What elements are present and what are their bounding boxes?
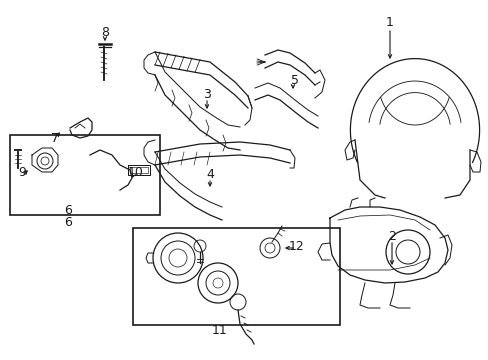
- Text: 1: 1: [385, 15, 393, 28]
- Text: 3: 3: [203, 89, 210, 102]
- Text: 7: 7: [51, 131, 59, 144]
- Text: 12: 12: [288, 240, 304, 253]
- Text: 8: 8: [101, 26, 109, 39]
- Text: 5: 5: [290, 73, 298, 86]
- Text: 2: 2: [387, 230, 395, 243]
- Text: 9: 9: [18, 166, 26, 180]
- Text: 6: 6: [64, 203, 72, 216]
- Bar: [10, 135, 160, 215]
- Text: 6: 6: [64, 216, 72, 229]
- Bar: [133, 228, 339, 325]
- Text: 4: 4: [205, 168, 214, 181]
- Text: 10: 10: [128, 166, 143, 180]
- Text: 11: 11: [212, 324, 227, 337]
